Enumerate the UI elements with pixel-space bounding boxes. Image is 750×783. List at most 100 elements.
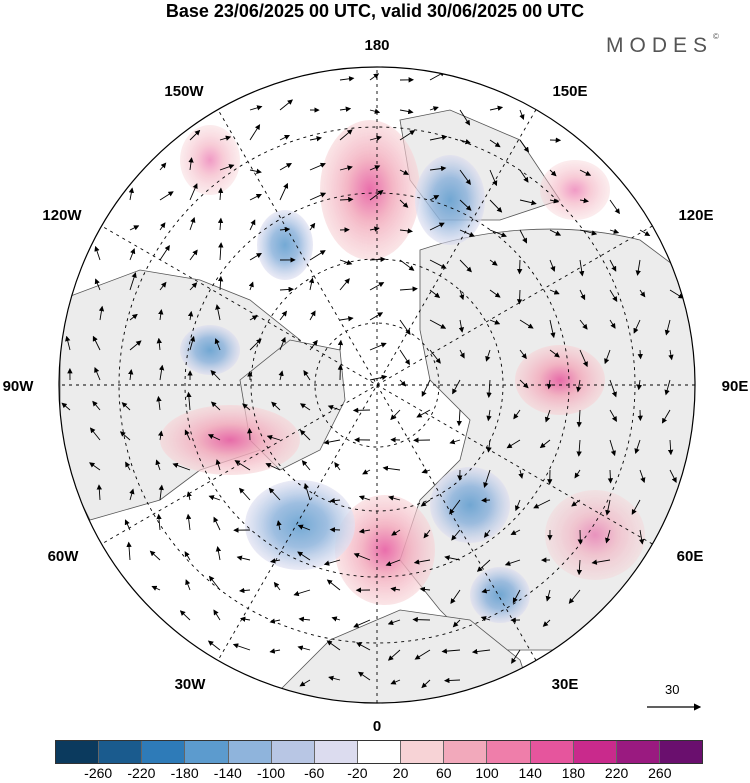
colorbar-swatch xyxy=(185,741,229,763)
wind-vector xyxy=(327,404,341,411)
colorbar-tick-label: 220 xyxy=(604,765,629,781)
logo-mark: © xyxy=(713,32,719,41)
wind-vector xyxy=(664,379,671,396)
wind-vector xyxy=(353,552,371,561)
wind-vector xyxy=(248,281,254,291)
wind-vector xyxy=(510,529,521,535)
wind-vector xyxy=(249,315,258,321)
wind-vector xyxy=(667,439,674,456)
wind-vector xyxy=(265,463,281,471)
wind-vector xyxy=(219,164,235,171)
wind-vector xyxy=(339,316,354,322)
wind-vector xyxy=(326,579,341,591)
colorbar-tick-label: 60 xyxy=(436,765,452,781)
wind-vector xyxy=(458,319,465,333)
wind-vector xyxy=(301,460,311,471)
wind-vector xyxy=(94,278,101,291)
wind-vector xyxy=(129,313,138,321)
wind-vector xyxy=(207,640,221,651)
wind-vector xyxy=(362,469,371,475)
wind-vector xyxy=(249,338,262,351)
wind-vector xyxy=(609,228,620,234)
wind-vector xyxy=(385,559,401,567)
wind-vector xyxy=(459,109,471,126)
wind-vector xyxy=(390,586,401,592)
wind-vector xyxy=(489,199,503,213)
wind-vector xyxy=(444,677,461,684)
wind-vector xyxy=(269,618,281,624)
colorbar-swatch xyxy=(444,741,488,763)
wind-vector xyxy=(186,491,192,501)
wind-vector xyxy=(609,409,617,422)
wind-vector xyxy=(489,289,501,298)
wind-vector xyxy=(339,129,353,141)
wind-vector xyxy=(423,529,431,539)
wind-vector xyxy=(337,339,344,351)
wind-vector xyxy=(459,259,472,273)
wind-vector xyxy=(449,439,461,445)
wind-vector xyxy=(481,497,491,503)
wind-vector xyxy=(149,550,161,561)
logo-text: MODES xyxy=(606,34,714,57)
wind-vector xyxy=(323,559,341,566)
negative-anomaly-hudson xyxy=(180,325,240,375)
wind-vector xyxy=(151,585,161,591)
wind-vector xyxy=(299,679,311,687)
wind-vector xyxy=(339,76,355,82)
wind-vector xyxy=(339,259,353,266)
wind-vector xyxy=(309,136,322,142)
wind-vector xyxy=(249,168,262,174)
wind-vector xyxy=(232,643,251,651)
negative-anomaly-scandinavia xyxy=(430,467,510,543)
wind-vector xyxy=(476,559,491,572)
wind-vector xyxy=(329,527,341,533)
wind-vector xyxy=(269,648,281,654)
colorbar-swatch xyxy=(616,741,660,763)
wind-vector xyxy=(549,198,560,204)
colorbar xyxy=(55,740,703,764)
wind-vector xyxy=(121,402,131,411)
wind-vector xyxy=(489,139,501,148)
wind-vector xyxy=(218,242,224,261)
land-layer xyxy=(59,109,695,703)
wind-vector xyxy=(339,278,350,291)
lon-label-30e: 30E xyxy=(552,676,579,693)
wind-vector xyxy=(633,319,641,334)
wind-vector xyxy=(489,105,504,111)
wind-vector xyxy=(429,165,447,172)
wind-vector xyxy=(605,529,611,544)
wind-vector xyxy=(539,439,551,449)
wind-vector xyxy=(579,169,592,176)
colorbar-tick-label: 260 xyxy=(648,765,672,781)
wind-vector xyxy=(309,222,316,231)
wind-vector xyxy=(217,275,224,291)
wind-vector xyxy=(449,499,461,515)
wind-vector xyxy=(609,289,618,302)
colorbar-swatch xyxy=(530,741,574,763)
wind-vector xyxy=(309,310,316,321)
lon-label-150w: 150W xyxy=(164,83,204,100)
negative-anomaly-black-sea xyxy=(470,567,530,623)
wind-vector xyxy=(213,609,221,621)
wind-vector xyxy=(189,249,198,261)
wind-vector xyxy=(506,439,521,449)
wind-vector xyxy=(369,374,388,381)
wind-vector xyxy=(369,312,384,321)
colorbar-swatch xyxy=(99,741,143,763)
positive-anomaly-siberia xyxy=(515,345,605,415)
wind-vector xyxy=(542,619,551,627)
wind-vector xyxy=(215,459,221,471)
wind-vector xyxy=(387,619,401,625)
wind-vector xyxy=(369,342,387,351)
colorbar-swatch xyxy=(314,741,358,763)
wind-vector xyxy=(158,309,164,321)
wind-vector xyxy=(98,305,105,321)
wind-vector xyxy=(605,499,611,516)
wind-vector xyxy=(388,495,401,501)
wind-vector xyxy=(369,135,382,141)
colorbar-tick-label: -20 xyxy=(347,765,368,781)
wind-vector xyxy=(639,229,651,237)
wind-vector xyxy=(279,182,289,201)
wind-vector xyxy=(155,459,161,471)
wind-vector xyxy=(429,106,439,112)
